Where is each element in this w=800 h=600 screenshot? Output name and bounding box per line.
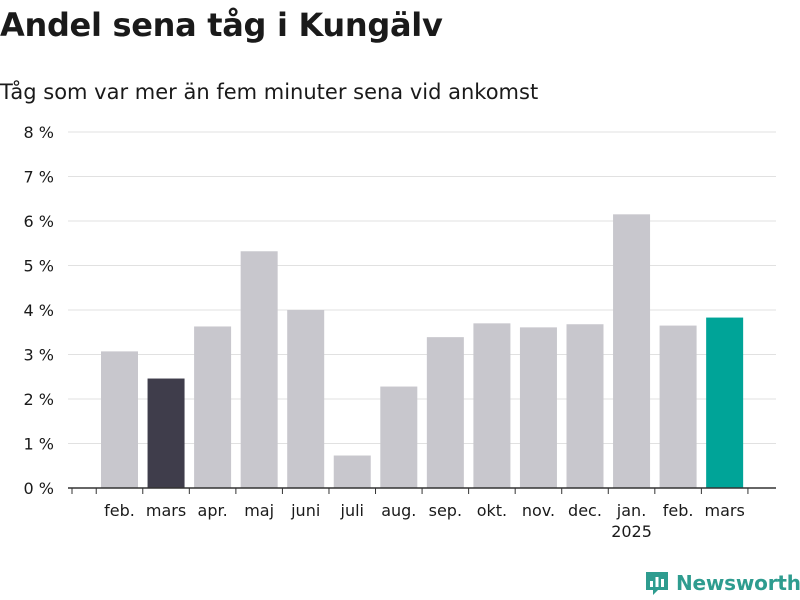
y-tick-label: 4 % [24, 301, 54, 320]
y-tick-label: 2 % [24, 390, 54, 409]
bar [519, 327, 557, 488]
y-tick-label: 7 % [24, 168, 54, 187]
chart-subtitle: Tåg som var mer än fem minuter sena vid … [0, 80, 539, 104]
y-tick-label: 1 % [24, 435, 54, 454]
bar [287, 310, 325, 488]
y-tick-label: 3 % [24, 346, 54, 365]
x-tick-label: mars [146, 501, 186, 520]
bar [333, 455, 371, 488]
x-tick-label: nov. [522, 501, 555, 520]
bar [426, 337, 464, 488]
bar-chart: 0 % 1 % 2 % 3 % 4 % 5 % 6 % 7 % 8 % feb. mars apr.… [24, 123, 776, 541]
newsworthy-logo-icon [646, 572, 668, 595]
bars [101, 214, 744, 488]
bar [101, 351, 138, 488]
x-tick-label: aug. [381, 501, 416, 520]
y-axis-ticks: 0 % 1 % 2 % 3 % 4 % 5 % 6 % 7 % 8 % [24, 123, 54, 498]
x-axis: feb. mars apr. maj juni juli aug. sep. okt. nov. d… [68, 487, 776, 541]
y-tick-label: 8 % [24, 123, 54, 142]
brand-name: Newsworthy [676, 571, 800, 595]
bar [566, 324, 604, 488]
bar [473, 323, 511, 488]
x-tick-sublabel: 2025 [611, 522, 652, 541]
bar [147, 378, 185, 488]
chart-title: Andel sena tåg i Kungälv [0, 6, 443, 44]
gridlines [68, 131, 776, 444]
brand: Newsworthy [644, 570, 800, 596]
x-tick-label: feb. [104, 501, 135, 520]
x-tick-label: juli [340, 501, 364, 520]
bar [659, 325, 697, 488]
x-tick-label: okt. [477, 501, 507, 520]
bar [194, 326, 232, 488]
y-tick-label: 6 % [24, 212, 54, 231]
bar [613, 214, 651, 488]
y-tick-label: 5 % [24, 257, 54, 276]
x-tick-label: feb. [663, 501, 694, 520]
x-tick-label: juni [290, 501, 320, 520]
y-tick-label: 0 % [24, 479, 54, 498]
bar [706, 317, 744, 488]
bar [240, 251, 278, 488]
x-tick-label: maj [244, 501, 274, 520]
x-tick-label: mars [704, 501, 744, 520]
x-tick-label: dec. [568, 501, 602, 520]
x-tick-label: sep. [429, 501, 462, 520]
bar [380, 386, 418, 488]
x-tick-label: jan. [616, 501, 646, 520]
x-tick-label: apr. [198, 501, 228, 520]
